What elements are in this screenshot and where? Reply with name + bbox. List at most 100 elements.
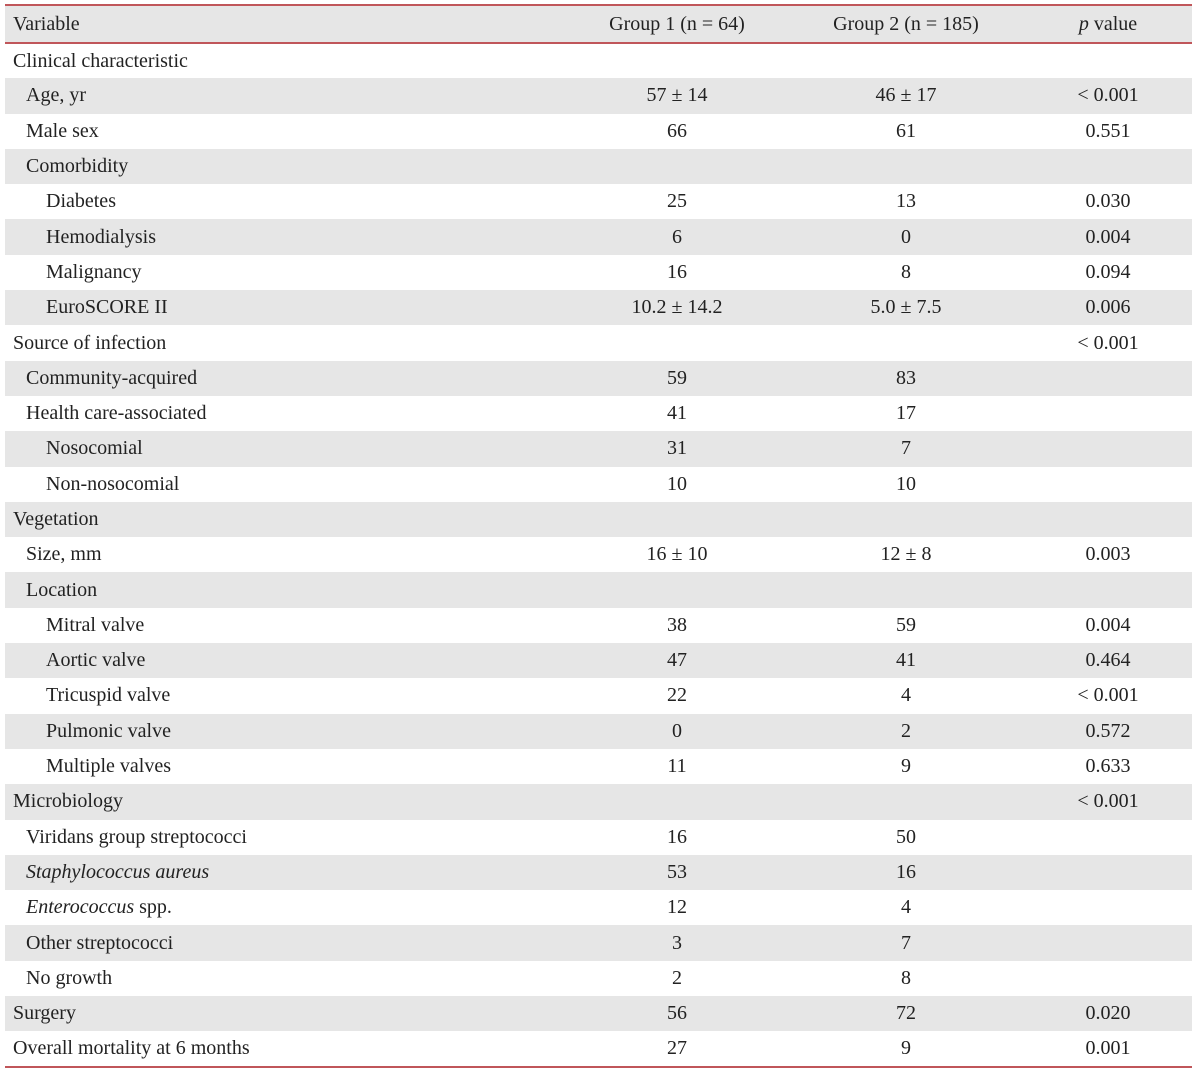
row-label-text: Microbiology [13, 790, 123, 813]
p-value [1024, 961, 1192, 996]
group1-value: 0 [672, 719, 682, 742]
p-value: < 0.001 [1077, 790, 1139, 813]
group2-value: 41 [896, 649, 916, 672]
row-label: Overall mortality at 6 months [5, 1031, 566, 1066]
group2-value: 0 [901, 225, 911, 248]
row-label-text: Clinical characteristic [13, 49, 188, 72]
row-label: Health care-associated [5, 396, 566, 431]
row-label: Diabetes [5, 184, 566, 219]
row-label: Community-acquired [5, 361, 566, 396]
row-label: Other streptococci [5, 925, 566, 960]
p-italic: p [1078, 12, 1089, 35]
row-label: Age, yr [5, 78, 566, 113]
group2-value: 72 [896, 1002, 916, 1025]
group2-value: 17 [896, 402, 916, 425]
p-value [1024, 431, 1192, 466]
p-value: 0.030 [1085, 190, 1131, 213]
p-value: 0.633 [1085, 755, 1131, 778]
row-label: Male sex [5, 114, 566, 149]
table-row: Hemodialysis 6 0 0.004 [5, 219, 1192, 255]
p-value: 0.001 [1085, 1036, 1131, 1059]
group2-value: 9 [901, 755, 911, 778]
group1-value [566, 325, 788, 360]
row-label: Viridans group streptococci [5, 820, 566, 855]
group1-value: 10.2 ± 14.2 [631, 296, 723, 319]
table-row: Non-nosocomial 10 10 [5, 467, 1192, 502]
row-label-text: Location [26, 578, 98, 601]
p-value [1024, 855, 1192, 890]
p-value [1024, 43, 1192, 78]
group2-value: 7 [901, 931, 911, 954]
group1-value: 53 [667, 860, 687, 883]
p-value [1024, 502, 1192, 537]
p-value [1024, 396, 1192, 431]
row-label: Comorbidity [5, 149, 566, 184]
row-label-text: EuroSCORE II [46, 296, 168, 319]
group2-value [788, 325, 1024, 360]
group2-value [788, 43, 1024, 78]
row-label-text: Mitral valve [46, 613, 145, 636]
table-row: Size, mm 16 ± 10 12 ± 8 0.003 [5, 537, 1192, 572]
table-row: Male sex 66 61 0.551 [5, 114, 1192, 149]
row-label: Source of infection [5, 325, 566, 360]
group1-value: 10 [667, 472, 687, 495]
row-label-text: Non-nosocomial [46, 472, 180, 495]
p-value: 0.464 [1085, 649, 1131, 672]
row-label: Pulmonic valve [5, 714, 566, 749]
p-value [1024, 925, 1192, 960]
group1-value: 56 [667, 1002, 687, 1025]
row-label: No growth [5, 961, 566, 996]
group1-value: 11 [667, 755, 687, 778]
row-label-text: Hemodialysis [46, 225, 156, 248]
p-value: 0.003 [1085, 543, 1131, 566]
group1-value: 31 [667, 437, 687, 460]
row-label-text: Pulmonic valve [46, 719, 171, 742]
row-label-text: Aortic valve [46, 649, 146, 672]
row-label-text: Surgery [13, 1002, 76, 1025]
group1-value: 22 [667, 684, 687, 707]
p-value [1024, 820, 1192, 855]
table-row: Mitral valve 38 59 0.004 [5, 608, 1192, 643]
group2-value: 50 [896, 825, 916, 848]
group1-value: 57 ± 14 [646, 84, 708, 107]
row-label: Surgery [5, 996, 566, 1031]
table-row: Enterococcus spp. 12 4 [5, 890, 1192, 925]
p-value: 0.004 [1085, 613, 1131, 636]
row-label-text: spp. [134, 896, 172, 919]
row-label-text: Health care-associated [26, 402, 207, 425]
row-label-text: Community-acquired [26, 366, 198, 389]
group2-value: 8 [901, 966, 911, 989]
p-value: 0.004 [1085, 225, 1131, 248]
row-label: Hemodialysis [5, 219, 566, 254]
table-row: Other streptococci 3 7 [5, 925, 1192, 961]
table-row: Microbiology < 0.001 [5, 784, 1192, 820]
table-row: Comorbidity [5, 148, 1192, 185]
row-label: Non-nosocomial [5, 467, 566, 502]
table-row: Location [5, 572, 1192, 608]
group2-value: 4 [901, 896, 911, 919]
row-label: Tricuspid valve [5, 678, 566, 713]
group1-value: 3 [672, 931, 682, 954]
row-label-text: Vegetation [13, 508, 99, 530]
row-label: Location [5, 572, 566, 607]
table-row: EuroSCORE II 10.2 ± 14.2 5.0 ± 7.5 0.006 [5, 290, 1192, 326]
header-p-value: p value [1024, 5, 1192, 43]
p-value: < 0.001 [1077, 84, 1139, 107]
group1-value: 47 [667, 649, 687, 672]
row-label-text: Male sex [26, 119, 99, 142]
group1-value: 41 [667, 402, 687, 425]
group2-value: 61 [896, 119, 916, 142]
table-row: Malignancy 16 8 0.094 [5, 255, 1192, 290]
group2-value: 5.0 ± 7.5 [870, 296, 942, 319]
p-value [1024, 890, 1192, 925]
row-label-text: Diabetes [46, 190, 116, 213]
table-row: Health care-associated 41 17 [5, 396, 1192, 431]
table-row: Surgery 56 72 0.020 [5, 996, 1192, 1032]
p-value: 0.094 [1085, 260, 1131, 283]
group1-value: 25 [667, 190, 687, 213]
row-label-text: Source of infection [13, 331, 167, 354]
p-value: < 0.001 [1077, 684, 1139, 707]
data-table: Variable Group 1 (n = 64) Group 2 (n = 1… [5, 4, 1192, 1068]
row-label-text: Multiple valves [46, 755, 171, 778]
group2-value: 16 [896, 860, 916, 883]
